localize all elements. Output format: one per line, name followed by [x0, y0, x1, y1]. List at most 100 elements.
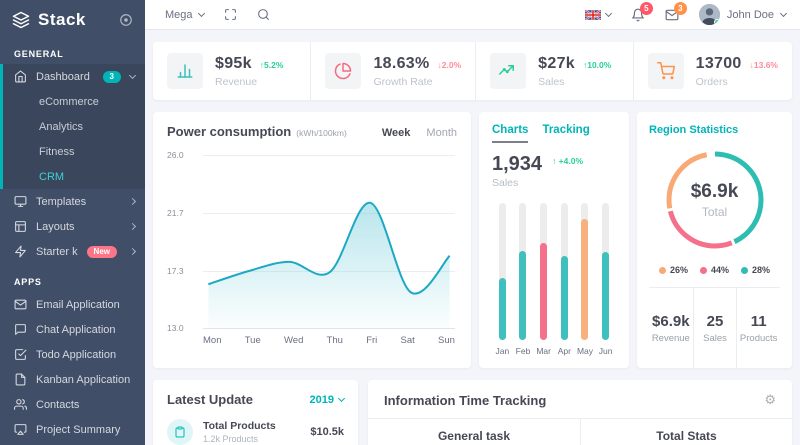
- sidebar-collapse-toggle-icon[interactable]: [119, 13, 133, 27]
- donut-segment-orange: [666, 151, 763, 249]
- x-tick: Jan: [495, 346, 510, 356]
- bar-chart-labels: Jan Feb Mar Apr May Jun: [492, 346, 616, 356]
- chevron-down-icon: [337, 394, 346, 402]
- section-apps: APPS: [14, 277, 42, 287]
- layout-icon: [15, 221, 26, 232]
- sales-label: Sales: [492, 177, 519, 189]
- dashboard-count-badge: 3: [102, 70, 121, 83]
- sales-delta: ↑ +4.0%: [552, 156, 584, 166]
- sidebar-item-todo-application[interactable]: Todo Application: [0, 342, 145, 367]
- donut-chart: $6.9k Total: [663, 148, 767, 252]
- bar-jun: [602, 252, 610, 340]
- mega-dropdown[interactable]: Mega: [165, 8, 205, 21]
- sidebar-item-crm-active[interactable]: CRM: [0, 164, 145, 189]
- week-toggle[interactable]: Week: [381, 127, 411, 139]
- x-tick: Wed: [283, 335, 304, 346]
- tab-tracking[interactable]: Tracking: [542, 124, 590, 136]
- sidebar-item-email-application[interactable]: Email Application: [0, 292, 145, 317]
- y-tick: 17.3: [167, 266, 184, 276]
- card-title: Information Time Tracking: [384, 392, 547, 408]
- legend-dot-teal: [741, 266, 748, 274]
- x-tick: May: [576, 346, 594, 356]
- column-header-total-stats: Total Stats: [580, 419, 792, 445]
- bar-track: [581, 203, 589, 340]
- language-selector[interactable]: [584, 9, 612, 20]
- tab-charts[interactable]: Charts: [492, 124, 529, 143]
- chevron-down-icon: [197, 9, 205, 17]
- online-status-dot: [713, 19, 720, 25]
- power-line-series: [203, 155, 455, 328]
- footer-stat-sales: 25 Sales: [692, 288, 737, 368]
- bell-icon: [632, 8, 644, 21]
- mega-label: Mega: [165, 8, 193, 21]
- card-title: Power consumption: [167, 124, 292, 139]
- sidebar-item-dashboard[interactable]: Dashboard 3: [0, 64, 145, 89]
- stats-summary-card: $95k ↑5.2% Revenue 18.63% ↓2.0% Growth R…: [153, 42, 792, 100]
- sidebar-item-contacts[interactable]: Contacts: [0, 392, 145, 417]
- sidebar-item-starter-kit[interactable]: Starter kit New: [0, 239, 145, 264]
- notifications-button[interactable]: 5: [631, 1, 653, 22]
- donut-segment-pink: [666, 151, 763, 249]
- search-icon[interactable]: [257, 8, 270, 21]
- user-menu[interactable]: John Doe: [698, 4, 788, 25]
- bar-track: [560, 203, 568, 340]
- y-tick: 13.0: [167, 323, 184, 333]
- footer-stat-label: Sales: [703, 332, 727, 344]
- sidebar-item-chat-application[interactable]: Chat Application: [0, 317, 145, 342]
- sidebar-item-label: Email Application: [36, 298, 120, 311]
- bar-jan: [498, 278, 506, 340]
- gear-icon[interactable]: ⚙: [764, 392, 776, 407]
- stat-label: Growth Rate: [373, 75, 433, 88]
- sidebar-item-layouts[interactable]: Layouts: [0, 214, 145, 239]
- legend-label: 28%: [752, 265, 771, 275]
- uk-flag-icon: [584, 9, 601, 20]
- sidebar-item-templates[interactable]: Templates: [0, 189, 145, 214]
- sidebar-item-analytics[interactable]: Analytics: [0, 114, 145, 139]
- x-tick: Mar: [536, 346, 551, 356]
- top-navbar: Mega 5: [145, 0, 800, 30]
- divider: [368, 418, 792, 419]
- sidebar: Stack GENERAL Dashboard 3 eCommerce Anal…: [0, 0, 145, 445]
- bar-track: [602, 203, 610, 340]
- stat-delta: ↓13.6%: [749, 59, 778, 70]
- fullscreen-icon[interactable]: [224, 8, 237, 21]
- sidebar-item-label: Kanban Application: [36, 373, 131, 386]
- stat-delta: ↓2.0%: [437, 59, 462, 70]
- bar-track: [519, 203, 527, 340]
- chevron-right-icon: [128, 247, 137, 256]
- x-axis-labels: Mon Tue Wed Thu Fri Sat Sun: [203, 335, 455, 346]
- month-toggle[interactable]: Month: [426, 127, 457, 139]
- legend-item: 26%: [658, 265, 688, 275]
- brand-name: Stack: [38, 10, 86, 29]
- card-title: Region Statistics: [649, 124, 739, 136]
- sidebar-item-label: Todo Application: [36, 348, 117, 361]
- y-tick: 21.7: [167, 208, 184, 218]
- clipboard-icon: [167, 419, 193, 445]
- monitor-icon: [14, 196, 27, 207]
- sidebar-item-label: Fitness: [39, 145, 75, 158]
- sidebar-item-fitness[interactable]: Fitness: [0, 139, 145, 164]
- file-text-icon: [15, 373, 26, 386]
- stat-value: 13700: [695, 54, 742, 72]
- message-count-badge: 3: [673, 1, 687, 15]
- messages-button[interactable]: 3: [665, 1, 687, 22]
- x-tick: Sun: [438, 335, 455, 346]
- x-tick: Sat: [400, 335, 415, 346]
- bar-track: [540, 203, 548, 340]
- stat-value: $27k: [538, 54, 575, 72]
- chevron-down-icon: [128, 71, 137, 79]
- footer-stat-value: $6.9k: [652, 312, 690, 330]
- sidebar-item-kanban-application[interactable]: Kanban Application: [0, 367, 145, 392]
- stat-growth-rate: 18.63% ↓2.0% Growth Rate: [310, 42, 475, 100]
- list-item[interactable]: Total Products 1.2k Products $10.5k: [167, 419, 344, 445]
- stat-label: Sales: [538, 75, 565, 88]
- footer-stat-revenue: $6.9k Revenue: [649, 288, 693, 368]
- bar-chart-icon: [167, 53, 203, 89]
- information-time-tracking-card: Information Time Tracking ⚙ General task…: [368, 380, 792, 445]
- donut-segment-teal: [666, 151, 763, 249]
- stat-value: 18.63%: [373, 54, 430, 72]
- sidebar-item-ecommerce[interactable]: eCommerce: [0, 89, 145, 114]
- sidebar-item-project-summary[interactable]: Project Summary: [0, 417, 145, 442]
- year-dropdown[interactable]: 2019: [310, 394, 346, 406]
- power-consumption-card: Power consumption (kWh/100km) Week Month…: [153, 112, 471, 368]
